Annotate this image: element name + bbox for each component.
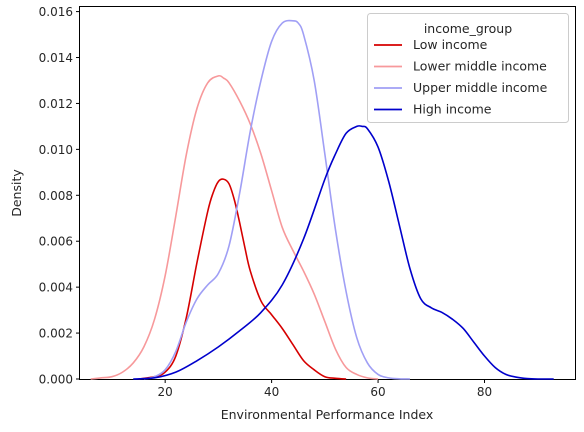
x-tick-label: 20 <box>158 385 173 399</box>
y-tick-label: 0.004 <box>39 281 73 295</box>
y-tick-label: 0.008 <box>39 189 73 203</box>
y-axis-label: Density <box>9 169 24 217</box>
y-tick-label: 0.012 <box>39 97 73 111</box>
y-tick-label: 0.000 <box>39 373 73 387</box>
series-line-high-income <box>133 125 554 380</box>
x-tick-label: 80 <box>477 385 492 399</box>
legend-title: income_group <box>424 21 512 36</box>
y-tick-label: 0.010 <box>39 143 73 157</box>
y-tick-label: 0.006 <box>39 235 73 249</box>
legend-label-low-income: Low income <box>413 37 488 52</box>
series-layer <box>90 19 554 380</box>
series-line-lower-middle-income <box>90 74 379 380</box>
legend-label-lower-middle-income: Lower middle income <box>413 59 547 74</box>
legend-label-upper-middle-income: Upper middle income <box>413 80 548 95</box>
legend-label-high-income: High income <box>413 102 492 117</box>
y-tick-label: 0.002 <box>39 327 73 341</box>
x-tick-label: 40 <box>264 385 279 399</box>
y-axis: 0.000 0.002 0.004 0.006 0.008 0.010 0.012 0.014… <box>39 5 80 387</box>
y-tick-label: 0.016 <box>39 5 73 19</box>
legend-box <box>367 13 569 123</box>
legend: income_group Low income Lower middle inco… <box>367 13 569 123</box>
x-axis-label: Environmental Performance Index <box>221 407 434 422</box>
x-axis: 20 40 60 80 <box>158 379 492 399</box>
series-line-upper-middle-income <box>143 19 411 380</box>
x-tick-label: 60 <box>370 385 385 399</box>
y-tick-label: 0.014 <box>39 51 73 65</box>
legend-entries: Low income Lower middle income Upper middl… <box>374 37 548 117</box>
